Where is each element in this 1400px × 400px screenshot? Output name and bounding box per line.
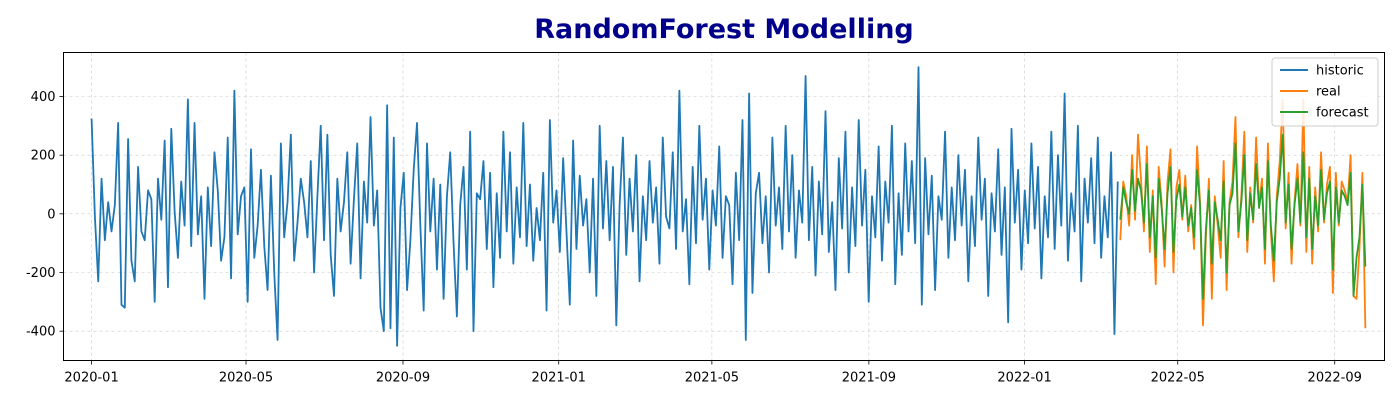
series-layer xyxy=(90,66,1367,347)
chart-title: RandomForest Modelling xyxy=(534,14,914,45)
plot-frame xyxy=(63,52,1385,361)
x-tick-label: 2020-05 xyxy=(219,371,273,386)
y-tick-label: 400 xyxy=(31,90,56,105)
x-tick-label: 2021-05 xyxy=(685,371,739,386)
axis-ticks: 2020-01 2020-05 2020-09 2021-01 2021-05 2021-… xyxy=(26,90,1362,386)
x-tick-label: 2022-01 xyxy=(997,371,1051,386)
legend: historic real forecast xyxy=(1271,57,1379,127)
legend-label-real: real xyxy=(1316,85,1341,100)
x-tick-label: 2021-09 xyxy=(842,371,896,386)
y-tick-label: 0 xyxy=(47,207,55,222)
x-tick-label: 2021-01 xyxy=(532,371,586,386)
series-line-forecast xyxy=(1119,133,1367,300)
y-tick-label: 200 xyxy=(31,149,56,164)
series-line-historic xyxy=(90,66,1119,347)
x-tick-label: 2020-01 xyxy=(64,371,118,386)
legend-label-historic: historic xyxy=(1316,64,1364,79)
y-tick-label: -400 xyxy=(26,325,56,340)
legend-label-forecast: forecast xyxy=(1316,106,1369,121)
x-tick-label: 2022-05 xyxy=(1151,371,1205,386)
x-tick-label: 2020-09 xyxy=(376,371,430,386)
x-tick-label: 2022-09 xyxy=(1308,371,1362,386)
legend-box xyxy=(1271,57,1379,127)
y-tick-label: -200 xyxy=(26,266,56,281)
grid xyxy=(63,52,1385,361)
